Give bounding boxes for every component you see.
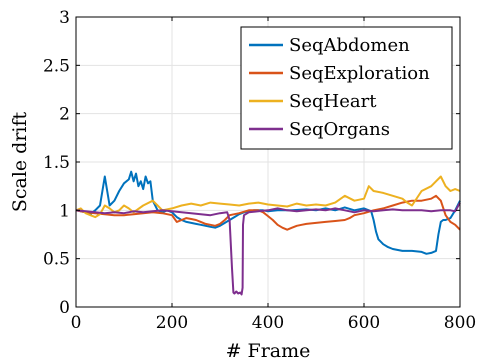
y-tick-label: 1.5 xyxy=(43,153,70,173)
x-axis-label: # Frame xyxy=(226,340,311,362)
legend-label: SeqOrgans xyxy=(289,119,390,140)
legend-label: SeqHeart xyxy=(289,91,377,112)
x-tick-label: 200 xyxy=(156,313,188,333)
x-tick-label: 600 xyxy=(348,313,380,333)
legend-label: SeqAbdomen xyxy=(289,35,410,56)
x-tick-label: 400 xyxy=(252,313,284,333)
y-tick-label: 3 xyxy=(59,8,70,28)
legend: SeqAbdomen SeqExploration SeqHeart SeqOrgan… xyxy=(240,26,453,150)
y-tick-label: 0.5 xyxy=(43,250,70,270)
y-axis-label: Scale drift xyxy=(9,111,31,212)
series-layer xyxy=(75,170,461,296)
x-tick-label: 0 xyxy=(71,313,82,333)
x-tick-label: 800 xyxy=(444,313,476,333)
series-line-seqorgans xyxy=(75,202,461,296)
series-line-seqheart xyxy=(75,175,461,219)
y-tick-label: 2.5 xyxy=(43,56,70,76)
series-line-seqexploration xyxy=(75,194,461,231)
y-tick-label: 2 xyxy=(59,105,70,125)
y-tick-label: 0 xyxy=(59,298,70,318)
ticks: 0 200 400 600 800 0 0.5 1 1.5 2 2.5 3 xyxy=(43,8,476,333)
series-line-seqabdomen xyxy=(75,170,461,255)
legend-label: SeqExploration xyxy=(289,63,430,84)
y-tick-label: 1 xyxy=(59,201,70,221)
